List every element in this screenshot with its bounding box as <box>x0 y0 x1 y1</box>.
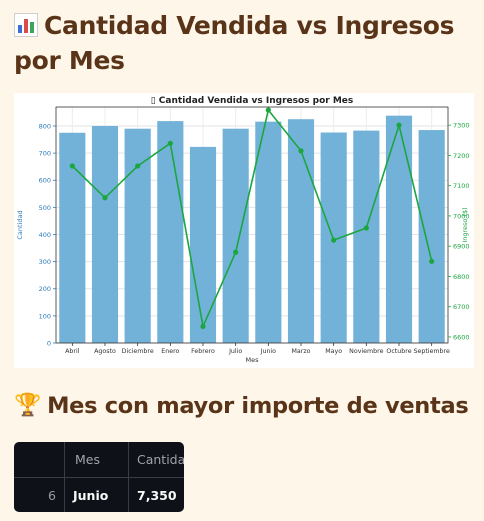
x-tick-label: Julio <box>228 348 242 355</box>
line-point <box>135 163 141 169</box>
page-title: Cantidad Vendida vs Ingresos por Mes <box>14 8 474 78</box>
bar-chart-icon <box>14 13 38 37</box>
y-tick-label: 200 <box>39 285 51 293</box>
y-tick-label: 300 <box>39 258 51 266</box>
bar <box>418 130 445 343</box>
section-title-text: Mes con mayor importe de ventas <box>47 393 469 419</box>
section-title: 🏆 Mes con mayor importe de ventas <box>14 388 469 424</box>
line-point <box>200 323 206 329</box>
line-point <box>363 225 369 231</box>
bar <box>353 130 380 343</box>
bar <box>189 146 217 343</box>
table-row[interactable]: 6 Junio 7,350 <box>14 477 184 512</box>
table-header-index <box>14 442 64 477</box>
bar <box>255 121 282 343</box>
table-header-mes[interactable]: Mes <box>64 442 128 477</box>
y2-tick-label: 6900 <box>453 243 470 251</box>
table-cell-mes: Junio <box>64 478 128 512</box>
bar <box>287 119 315 343</box>
bar <box>157 121 184 343</box>
y-tick-label: 800 <box>39 122 51 130</box>
x-tick-label: Febrero <box>191 348 215 355</box>
line-point <box>69 163 75 169</box>
x-tick-label: Mayo <box>325 348 342 355</box>
y2-tick-label: 7300 <box>453 122 470 130</box>
x-tick-label: Noviembre <box>349 348 383 355</box>
plot-frame <box>55 106 449 344</box>
y-tick-label: 600 <box>39 177 51 185</box>
line-point <box>102 195 108 201</box>
y-axis-label: Cantidad <box>16 210 24 239</box>
y-tick-label: 100 <box>39 312 51 320</box>
y2-tick-label: 6800 <box>453 273 470 281</box>
y2-tick-label: 7200 <box>453 152 470 160</box>
y2-tick-label: 6600 <box>453 333 470 341</box>
page-title-text: Cantidad Vendida vs Ingresos por Mes <box>14 11 455 75</box>
series-line <box>71 108 433 330</box>
data-table[interactable]: Mes Cantidad 6 Junio 7,350 <box>14 442 184 512</box>
y-tick-label: 700 <box>39 150 51 158</box>
x-tick-label: Junio <box>260 348 277 355</box>
y2-tick-label: 6700 <box>453 303 470 311</box>
x-tick-label: Abril <box>65 348 80 355</box>
y2-tick-label: 7000 <box>453 212 470 220</box>
table-header-row: Mes Cantidad <box>14 442 184 477</box>
bar <box>222 128 249 343</box>
x-tick-label: Agosto <box>94 348 116 355</box>
table-cell-cantidad: 7,350 <box>128 478 184 512</box>
line-point <box>396 122 402 128</box>
y-tick-label: 400 <box>39 231 51 239</box>
chart-svg: 0 100 200 300 400 500 600 700 800 6600 6700 6800 690… <box>16 96 470 364</box>
line-point <box>331 237 337 243</box>
bar <box>124 128 151 343</box>
y2-axis-label: Ingreso ($) <box>461 207 469 242</box>
line-point <box>233 249 239 255</box>
line-point <box>429 258 435 264</box>
chart-container: 0 100 200 300 400 500 600 700 800 6600 6700 6800 690… <box>14 93 474 368</box>
bar <box>91 125 119 343</box>
x-axis-label: Mes <box>246 356 260 364</box>
x-tick-label: Octubre <box>386 348 411 355</box>
line-point <box>298 148 304 154</box>
x-tick-label: Enero <box>161 348 179 355</box>
line-point <box>265 107 271 113</box>
line-point <box>167 140 173 146</box>
trophy-icon: 🏆 <box>14 393 42 418</box>
y2-tick-label: 7100 <box>453 182 470 190</box>
chart-title: ▯ Cantidad Vendida vs Ingresos por Mes <box>151 96 354 106</box>
x-tick-label: Marzo <box>291 348 310 355</box>
table-header-cantidad[interactable]: Cantidad <box>128 442 184 477</box>
x-tick-label: Diciembre <box>122 348 154 355</box>
x-tick-label: Septiembre <box>413 348 450 355</box>
y-tick-label: 0 <box>47 340 51 348</box>
y-tick-label: 500 <box>39 204 51 212</box>
table-cell-index: 6 <box>48 488 56 503</box>
bar <box>385 115 413 344</box>
